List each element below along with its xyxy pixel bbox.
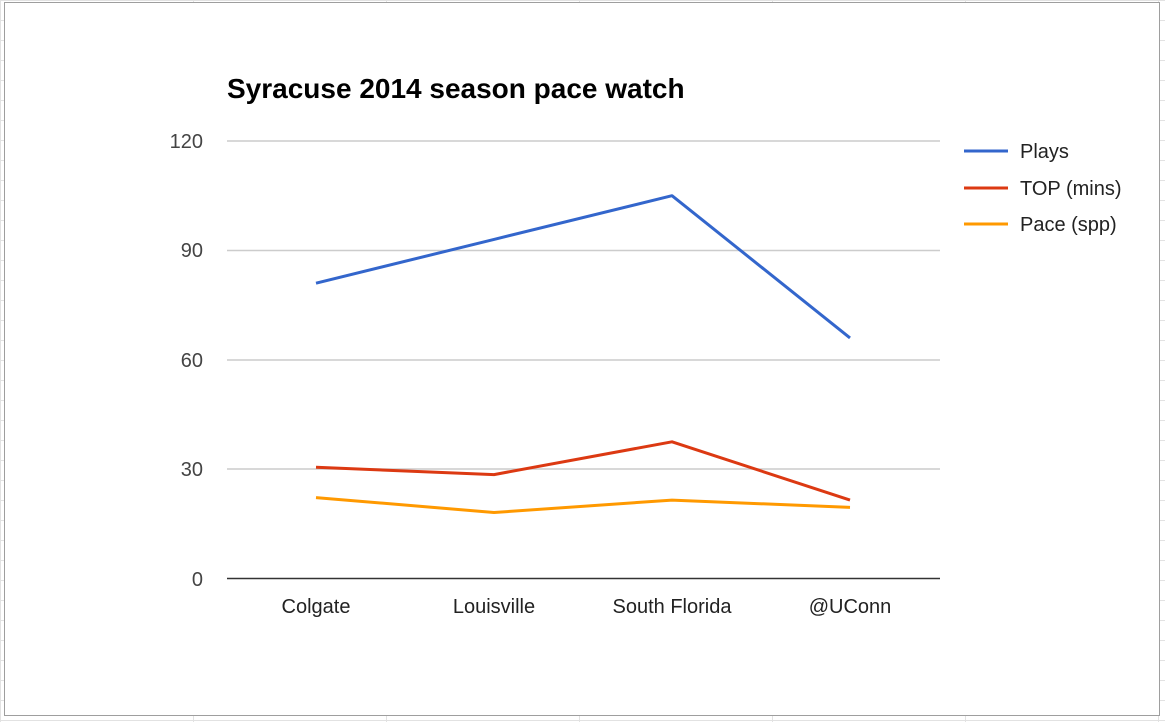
x-category-label: South Florida [613, 596, 733, 618]
x-axis-labels: Colgate Louisville South Florida @UConn [282, 596, 892, 618]
legend-item-top[interactable]: TOP (mins) [964, 178, 1122, 200]
legend: Plays TOP (mins) Pace (spp) [964, 141, 1122, 236]
y-tick-label: 30 [181, 459, 203, 481]
y-axis-labels: 120 90 60 30 0 [170, 131, 203, 591]
x-category-label: Louisville [453, 596, 535, 618]
series-line-pace[interactable] [315, 496, 851, 514]
chart-container [4, 2, 1160, 716]
y-tick-label: 0 [192, 569, 203, 591]
y-gridlines [227, 140, 940, 580]
y-tick-label: 90 [181, 240, 203, 262]
series-lines [315, 194, 851, 514]
legend-label: Plays [1020, 141, 1069, 163]
series-line-top[interactable] [315, 440, 851, 502]
legend-item-plays[interactable]: Plays [964, 141, 1069, 163]
series-line-plays[interactable] [315, 194, 851, 340]
chart-title: Syracuse 2014 season pace watch [227, 73, 685, 104]
legend-label: TOP (mins) [1020, 178, 1122, 200]
y-tick-label: 120 [170, 131, 203, 153]
x-category-label: @UConn [809, 596, 892, 618]
y-tick-label: 60 [181, 350, 203, 372]
legend-item-pace[interactable]: Pace (spp) [964, 214, 1117, 236]
legend-label: Pace (spp) [1020, 214, 1117, 236]
x-category-label: Colgate [282, 596, 351, 618]
